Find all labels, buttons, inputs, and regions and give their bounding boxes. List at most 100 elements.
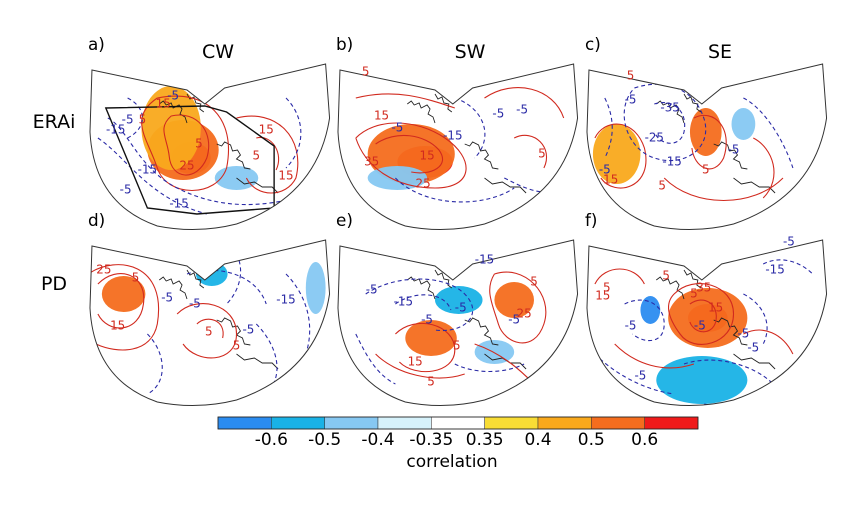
- map-outline: [89, 239, 331, 407]
- coastline: [733, 353, 776, 370]
- shaded-region-negative: [656, 356, 748, 404]
- contour-label: 15: [374, 108, 389, 122]
- contour-label: -5: [625, 318, 637, 332]
- column-labels: CW SW SE: [202, 41, 732, 63]
- contour-label: -35: [660, 100, 679, 114]
- contour-label: -15: [765, 262, 784, 276]
- coastline: [236, 177, 279, 194]
- colorbar-segment: [484, 416, 539, 430]
- column-label-sw: SW: [455, 41, 486, 63]
- coastline: [407, 100, 436, 124]
- contour-negative: [653, 102, 686, 144]
- contour-label: -15: [106, 122, 125, 136]
- contour-label: 5: [233, 338, 241, 352]
- coastline: [236, 353, 279, 370]
- coastline: [713, 317, 748, 346]
- coastline: [186, 93, 205, 113]
- contour-label: -15: [394, 294, 413, 308]
- contour-label: -5: [635, 368, 647, 382]
- contour-label: -15: [662, 154, 681, 168]
- contour-label: 5: [362, 64, 370, 78]
- contour-positive: [689, 299, 717, 333]
- contour-negative: [395, 177, 515, 203]
- contour-label: -5: [242, 322, 254, 336]
- contour-negative: [147, 333, 163, 395]
- contour-positive: [743, 329, 794, 355]
- row-label-erai: ERAi: [33, 111, 76, 133]
- colorbar-title: correlation: [406, 452, 497, 472]
- shaded-region-negative: [305, 262, 326, 314]
- contour-label: 5: [427, 374, 435, 388]
- map-outline: [89, 63, 331, 231]
- contour-label: -5: [421, 312, 433, 326]
- contour-label: -5: [366, 282, 378, 296]
- contour-label: 5: [702, 162, 710, 176]
- contour-positive: [594, 123, 647, 189]
- contour-label: 15: [420, 148, 435, 162]
- colorbar-tick-label: 0.5: [578, 430, 605, 450]
- contour-negative: [743, 293, 768, 345]
- contour-positive: [484, 87, 565, 119]
- shaded-region-negative: [435, 286, 483, 314]
- coastline: [683, 93, 702, 113]
- colorbar-tick-label: -0.6: [255, 430, 288, 450]
- contour-label: 15: [708, 300, 723, 314]
- contour-label: -5: [122, 112, 134, 126]
- contour-positive: [89, 264, 160, 351]
- contour-negative: [454, 363, 525, 372]
- coastline: [484, 177, 527, 194]
- contour-negative: [365, 278, 474, 332]
- contour-label: 5: [530, 274, 538, 288]
- contour-positive: [163, 114, 210, 176]
- contour-label: -5: [391, 120, 403, 134]
- row-label-pd: PD: [41, 273, 67, 295]
- contour-label: 25: [517, 306, 532, 320]
- contour-negative: [107, 117, 297, 206]
- coastline: [713, 141, 748, 170]
- contour-label: -15: [443, 128, 462, 142]
- contour-positive: [375, 134, 443, 174]
- coastline: [159, 276, 188, 300]
- contour-label: 35: [696, 280, 711, 294]
- contour-label: -15: [475, 252, 494, 266]
- colorbar-segment: [591, 416, 645, 430]
- contour-negative: [285, 97, 302, 169]
- contour-negative: [395, 294, 452, 311]
- contour-label: -5: [161, 290, 173, 304]
- contour-label: 5: [195, 136, 203, 150]
- contour-label: 25: [96, 262, 111, 276]
- contour-positive: [176, 303, 238, 359]
- contour-label: 25: [416, 176, 431, 190]
- contour-label: 5: [627, 68, 635, 82]
- colorbar-segment: [324, 416, 379, 430]
- contour-label: 5: [690, 286, 698, 300]
- contour-label: -5: [599, 162, 611, 176]
- contour-positive: [614, 343, 695, 369]
- contour-label: 15: [259, 122, 274, 136]
- contour-label: 5: [662, 268, 670, 282]
- contour-label: 15: [278, 168, 293, 182]
- contour-label: -5: [747, 340, 759, 354]
- column-label-se: SE: [708, 41, 732, 63]
- contour-label: -15: [138, 162, 157, 176]
- colorbar-segment: [537, 416, 592, 430]
- contour-negative: [683, 359, 775, 406]
- colorbar-tick-label: 0.35: [466, 430, 504, 450]
- colorbar-outline: [217, 416, 699, 430]
- panel-b: 5 15 35 15 25 5 -5 -15 -5 -5 b): [336, 34, 579, 231]
- map-background: [337, 240, 578, 406]
- contour-label: -5: [694, 318, 706, 332]
- contour-label: 5: [205, 324, 213, 338]
- contour-label: -5: [492, 106, 504, 120]
- contour-label: 5: [453, 338, 461, 352]
- map-outline: [586, 239, 828, 407]
- contour-positive: [196, 318, 224, 339]
- colorbar-segment: [217, 416, 272, 430]
- map-background: [89, 240, 330, 406]
- region-box: [104, 105, 275, 215]
- contour-positive: [256, 137, 280, 171]
- contour-label: -15: [276, 292, 295, 306]
